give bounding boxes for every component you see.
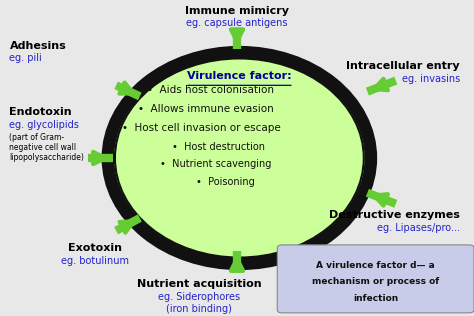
Text: Nutrient acquisition: Nutrient acquisition	[137, 279, 261, 289]
Text: Intracellular entry: Intracellular entry	[346, 61, 460, 71]
Text: eg. capsule antigens: eg. capsule antigens	[186, 18, 288, 28]
FancyBboxPatch shape	[277, 245, 474, 313]
Text: A virulence factor d— a: A virulence factor d— a	[316, 261, 435, 270]
Text: eg. Lipases/pro...: eg. Lipases/pro...	[377, 222, 460, 233]
Text: eg. botulinum: eg. botulinum	[61, 256, 129, 266]
Text: •  Aids host colonisation: • Aids host colonisation	[147, 85, 274, 95]
Text: Exotoxin: Exotoxin	[68, 243, 122, 253]
Text: Virulence factor:: Virulence factor:	[187, 71, 292, 81]
Text: infection: infection	[353, 294, 398, 303]
Text: •  Host destruction: • Host destruction	[172, 142, 264, 152]
Text: •  Poisoning: • Poisoning	[196, 177, 255, 187]
Text: negative cell wall: negative cell wall	[9, 143, 77, 152]
Ellipse shape	[108, 52, 371, 264]
Text: lipopolysaccharide): lipopolysaccharide)	[9, 153, 84, 162]
Text: mechanism or process of: mechanism or process of	[312, 277, 439, 286]
Text: eg. pili: eg. pili	[9, 53, 42, 64]
Ellipse shape	[115, 58, 364, 258]
Text: •  Nutrient scavenging: • Nutrient scavenging	[160, 159, 271, 169]
Text: •  Allows immune evasion: • Allows immune evasion	[138, 104, 274, 114]
Text: Destructive enzymes: Destructive enzymes	[329, 210, 460, 220]
Text: eg. glycolipids: eg. glycolipids	[9, 120, 79, 130]
Text: eg. invasins: eg. invasins	[401, 74, 460, 84]
Text: •  Host cell invasion or escape: • Host cell invasion or escape	[122, 123, 281, 133]
Text: (part of Gram-: (part of Gram-	[9, 133, 64, 142]
Text: Adhesins: Adhesins	[9, 41, 66, 51]
Text: eg. Siderophores: eg. Siderophores	[158, 292, 240, 302]
Text: Endotoxin: Endotoxin	[9, 107, 72, 117]
Text: (iron binding): (iron binding)	[166, 304, 232, 314]
Text: Immune mimicry: Immune mimicry	[185, 6, 289, 16]
